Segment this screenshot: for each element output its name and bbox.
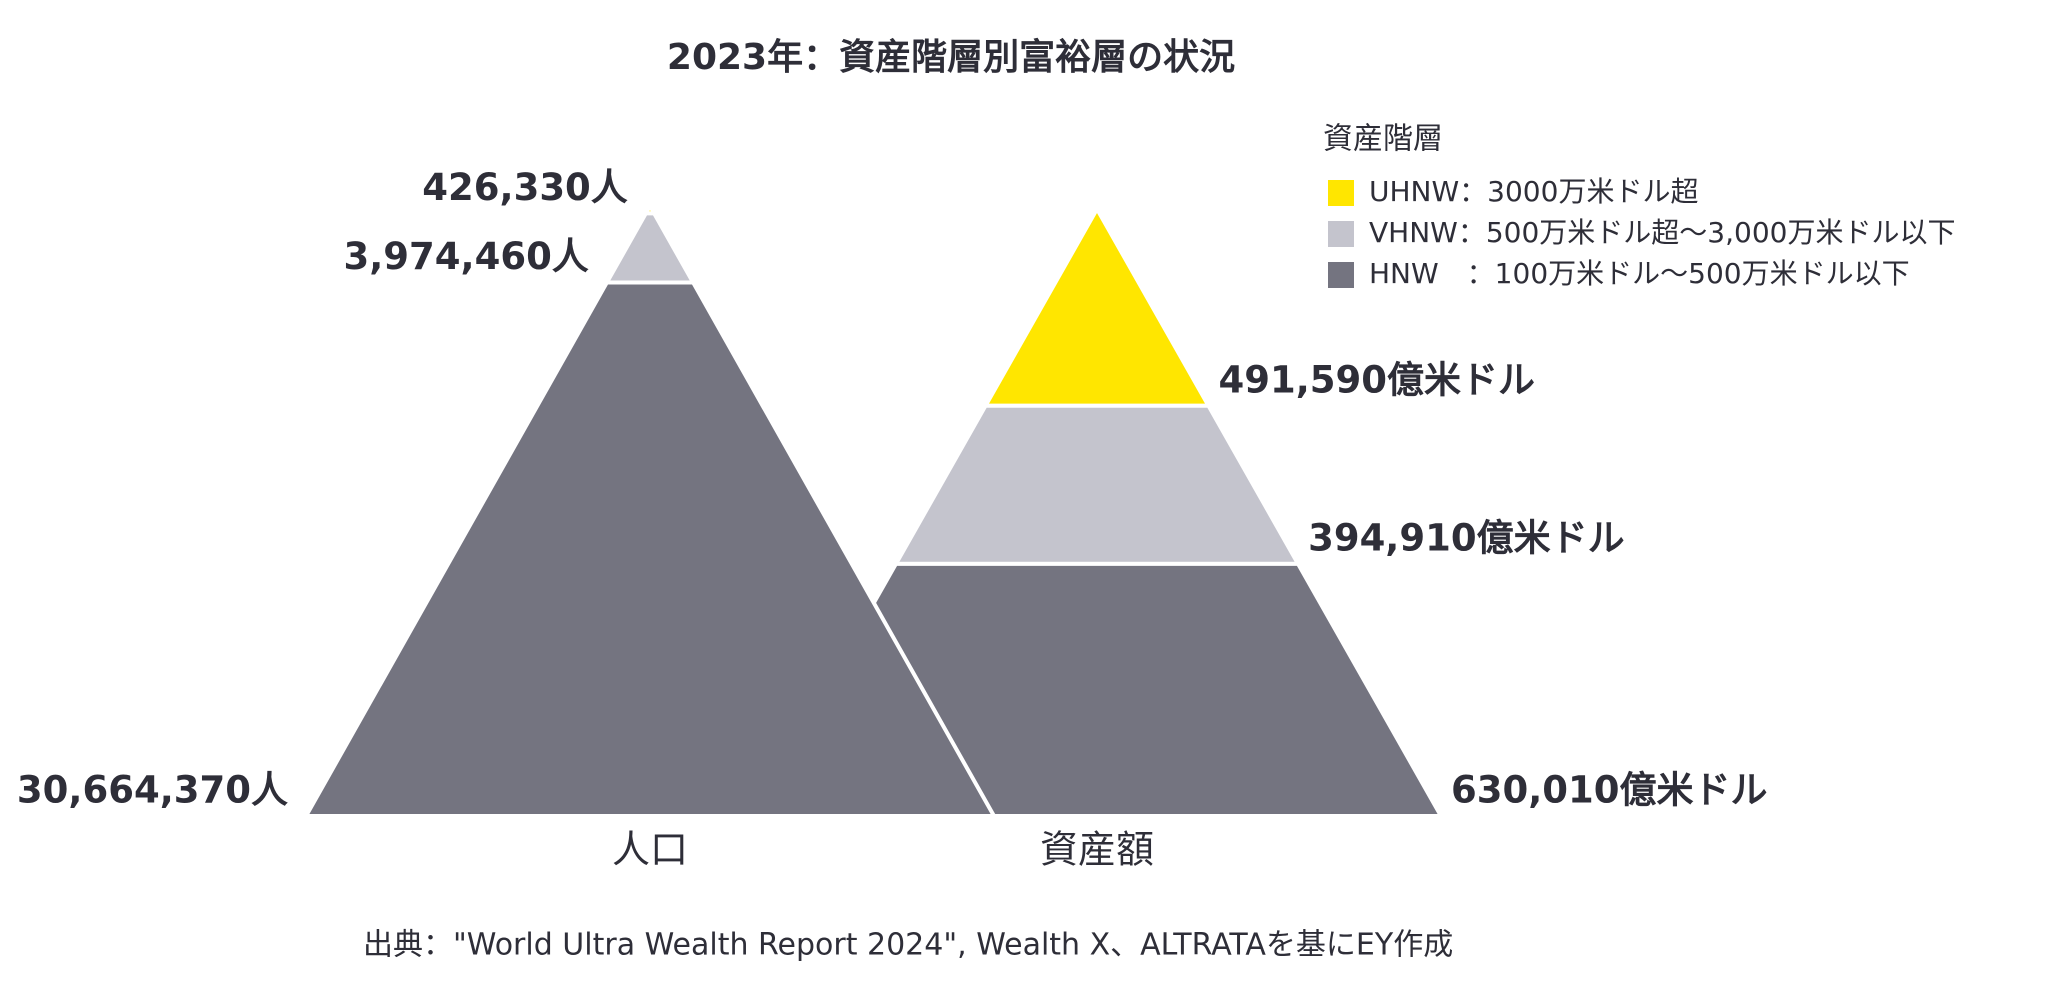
- value-label: 491,590億米ドル: [1219, 358, 1536, 401]
- pyramid-segment: [304, 280, 996, 818]
- pyramid-segment: [983, 207, 1211, 408]
- legend-swatch: [1328, 180, 1354, 206]
- value-label: 3,974,460人: [343, 235, 588, 278]
- value-label: 30,664,370人: [17, 769, 288, 812]
- legend-label: UHNW：3000万米ドル超: [1369, 175, 1698, 208]
- legend-label: VHNW：500万米ドル超～3,000万米ドル以下: [1369, 216, 1955, 249]
- source-note: 出典："World Ultra Wealth Report 2024", Wea…: [363, 928, 1453, 963]
- chart-title: 2023年：資産階層別富裕層の状況: [667, 36, 1235, 78]
- value-label: 630,010億米ドル: [1451, 769, 1768, 812]
- category-label: 人口: [612, 828, 688, 872]
- value-label: 394,910億米ドル: [1308, 516, 1625, 559]
- value-label: 426,330人: [422, 166, 628, 209]
- legend-swatch: [1328, 262, 1354, 288]
- pyramid-segment: [604, 211, 696, 285]
- legend-title: 資産階層: [1323, 122, 1443, 157]
- legend-swatch: [1328, 221, 1354, 247]
- legend-label: HNW ：100万米ドル～500万米ドル以下: [1369, 257, 1910, 290]
- category-label: 資産額: [1040, 828, 1154, 872]
- pyramid-segment: [893, 403, 1301, 566]
